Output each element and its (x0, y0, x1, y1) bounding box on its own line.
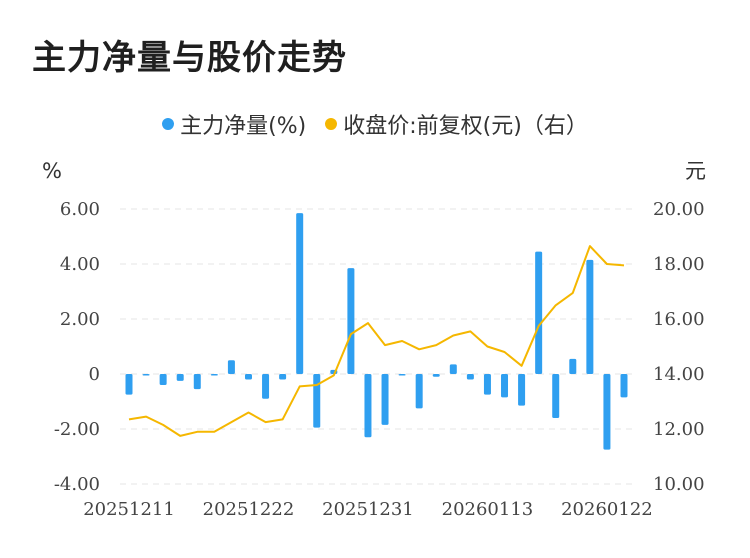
bar (415, 374, 423, 409)
bar (381, 374, 389, 425)
bar (398, 374, 406, 376)
bar (262, 374, 270, 399)
gridlines (120, 208, 632, 485)
x-axis-ticks: 20251211 20251222 20251231 20260113 20260122 (83, 499, 653, 520)
legend-item-line[interactable]: 收盘价:前复权(元)（右） (325, 108, 588, 140)
x-tick-label: 20260113 (442, 499, 534, 520)
left-axis-unit: % (42, 159, 62, 183)
bar (244, 374, 252, 380)
right-tick-label: 10.00 (653, 474, 705, 495)
bar (569, 358, 577, 374)
bar (125, 374, 133, 395)
left-axis-ticks: 6.00 4.00 2.00 0 -2.00 -4.00 (54, 199, 100, 495)
bar (603, 374, 611, 450)
bar (449, 364, 457, 374)
x-tick-label: 20251231 (322, 499, 414, 520)
line-series (128, 245, 625, 437)
bar (483, 374, 491, 395)
bar (279, 374, 287, 380)
line-series-marker-icon (325, 118, 338, 130)
bar (313, 374, 321, 428)
right-tick-label: 16.00 (653, 309, 705, 330)
right-tick-label: 20.00 (653, 199, 705, 220)
legend: 主力净量(%) 收盘价:前复权(元)（右） (0, 108, 750, 140)
price-line (128, 245, 625, 437)
right-tick-label: 14.00 (653, 364, 705, 385)
right-tick-label: 18.00 (653, 254, 705, 275)
bar (159, 374, 167, 385)
bar (535, 251, 543, 374)
right-tick-label: 12.00 (653, 419, 705, 440)
bar-series-marker-icon (162, 118, 175, 130)
legend-line-label: 收盘价:前复权(元)（右） (343, 114, 588, 139)
bar (193, 374, 201, 390)
bar (176, 374, 184, 381)
bar (432, 374, 440, 377)
left-tick-label: -4.00 (54, 474, 100, 495)
right-axis-unit: 元 (685, 159, 706, 183)
bar (552, 374, 560, 418)
chart-title: 主力净量与股价走势 (32, 38, 347, 78)
bar (620, 374, 628, 398)
left-tick-label: 6.00 (60, 199, 100, 220)
left-tick-label: 4.00 (60, 254, 100, 275)
bar (586, 259, 594, 374)
legend-bar-label: 主力净量(%) (180, 114, 307, 139)
left-tick-label: -2.00 (54, 419, 100, 440)
left-tick-label: 0 (89, 364, 100, 385)
bar (210, 374, 218, 376)
bar (227, 360, 235, 374)
left-tick-label: 2.00 (60, 309, 100, 330)
x-tick-label: 20260122 (561, 499, 653, 520)
right-axis-ticks: 20.00 18.00 16.00 14.00 12.00 10.00 (653, 199, 705, 495)
bar (142, 374, 150, 376)
bar (501, 374, 509, 398)
bar (466, 374, 474, 380)
bar (347, 268, 355, 374)
x-tick-label: 20251211 (83, 499, 175, 520)
x-tick-label: 20251222 (203, 499, 295, 520)
bar-series (125, 213, 628, 450)
bar (364, 374, 372, 438)
bar (296, 213, 304, 374)
legend-item-bar[interactable]: 主力净量(%) (162, 108, 306, 140)
bar (518, 374, 526, 406)
